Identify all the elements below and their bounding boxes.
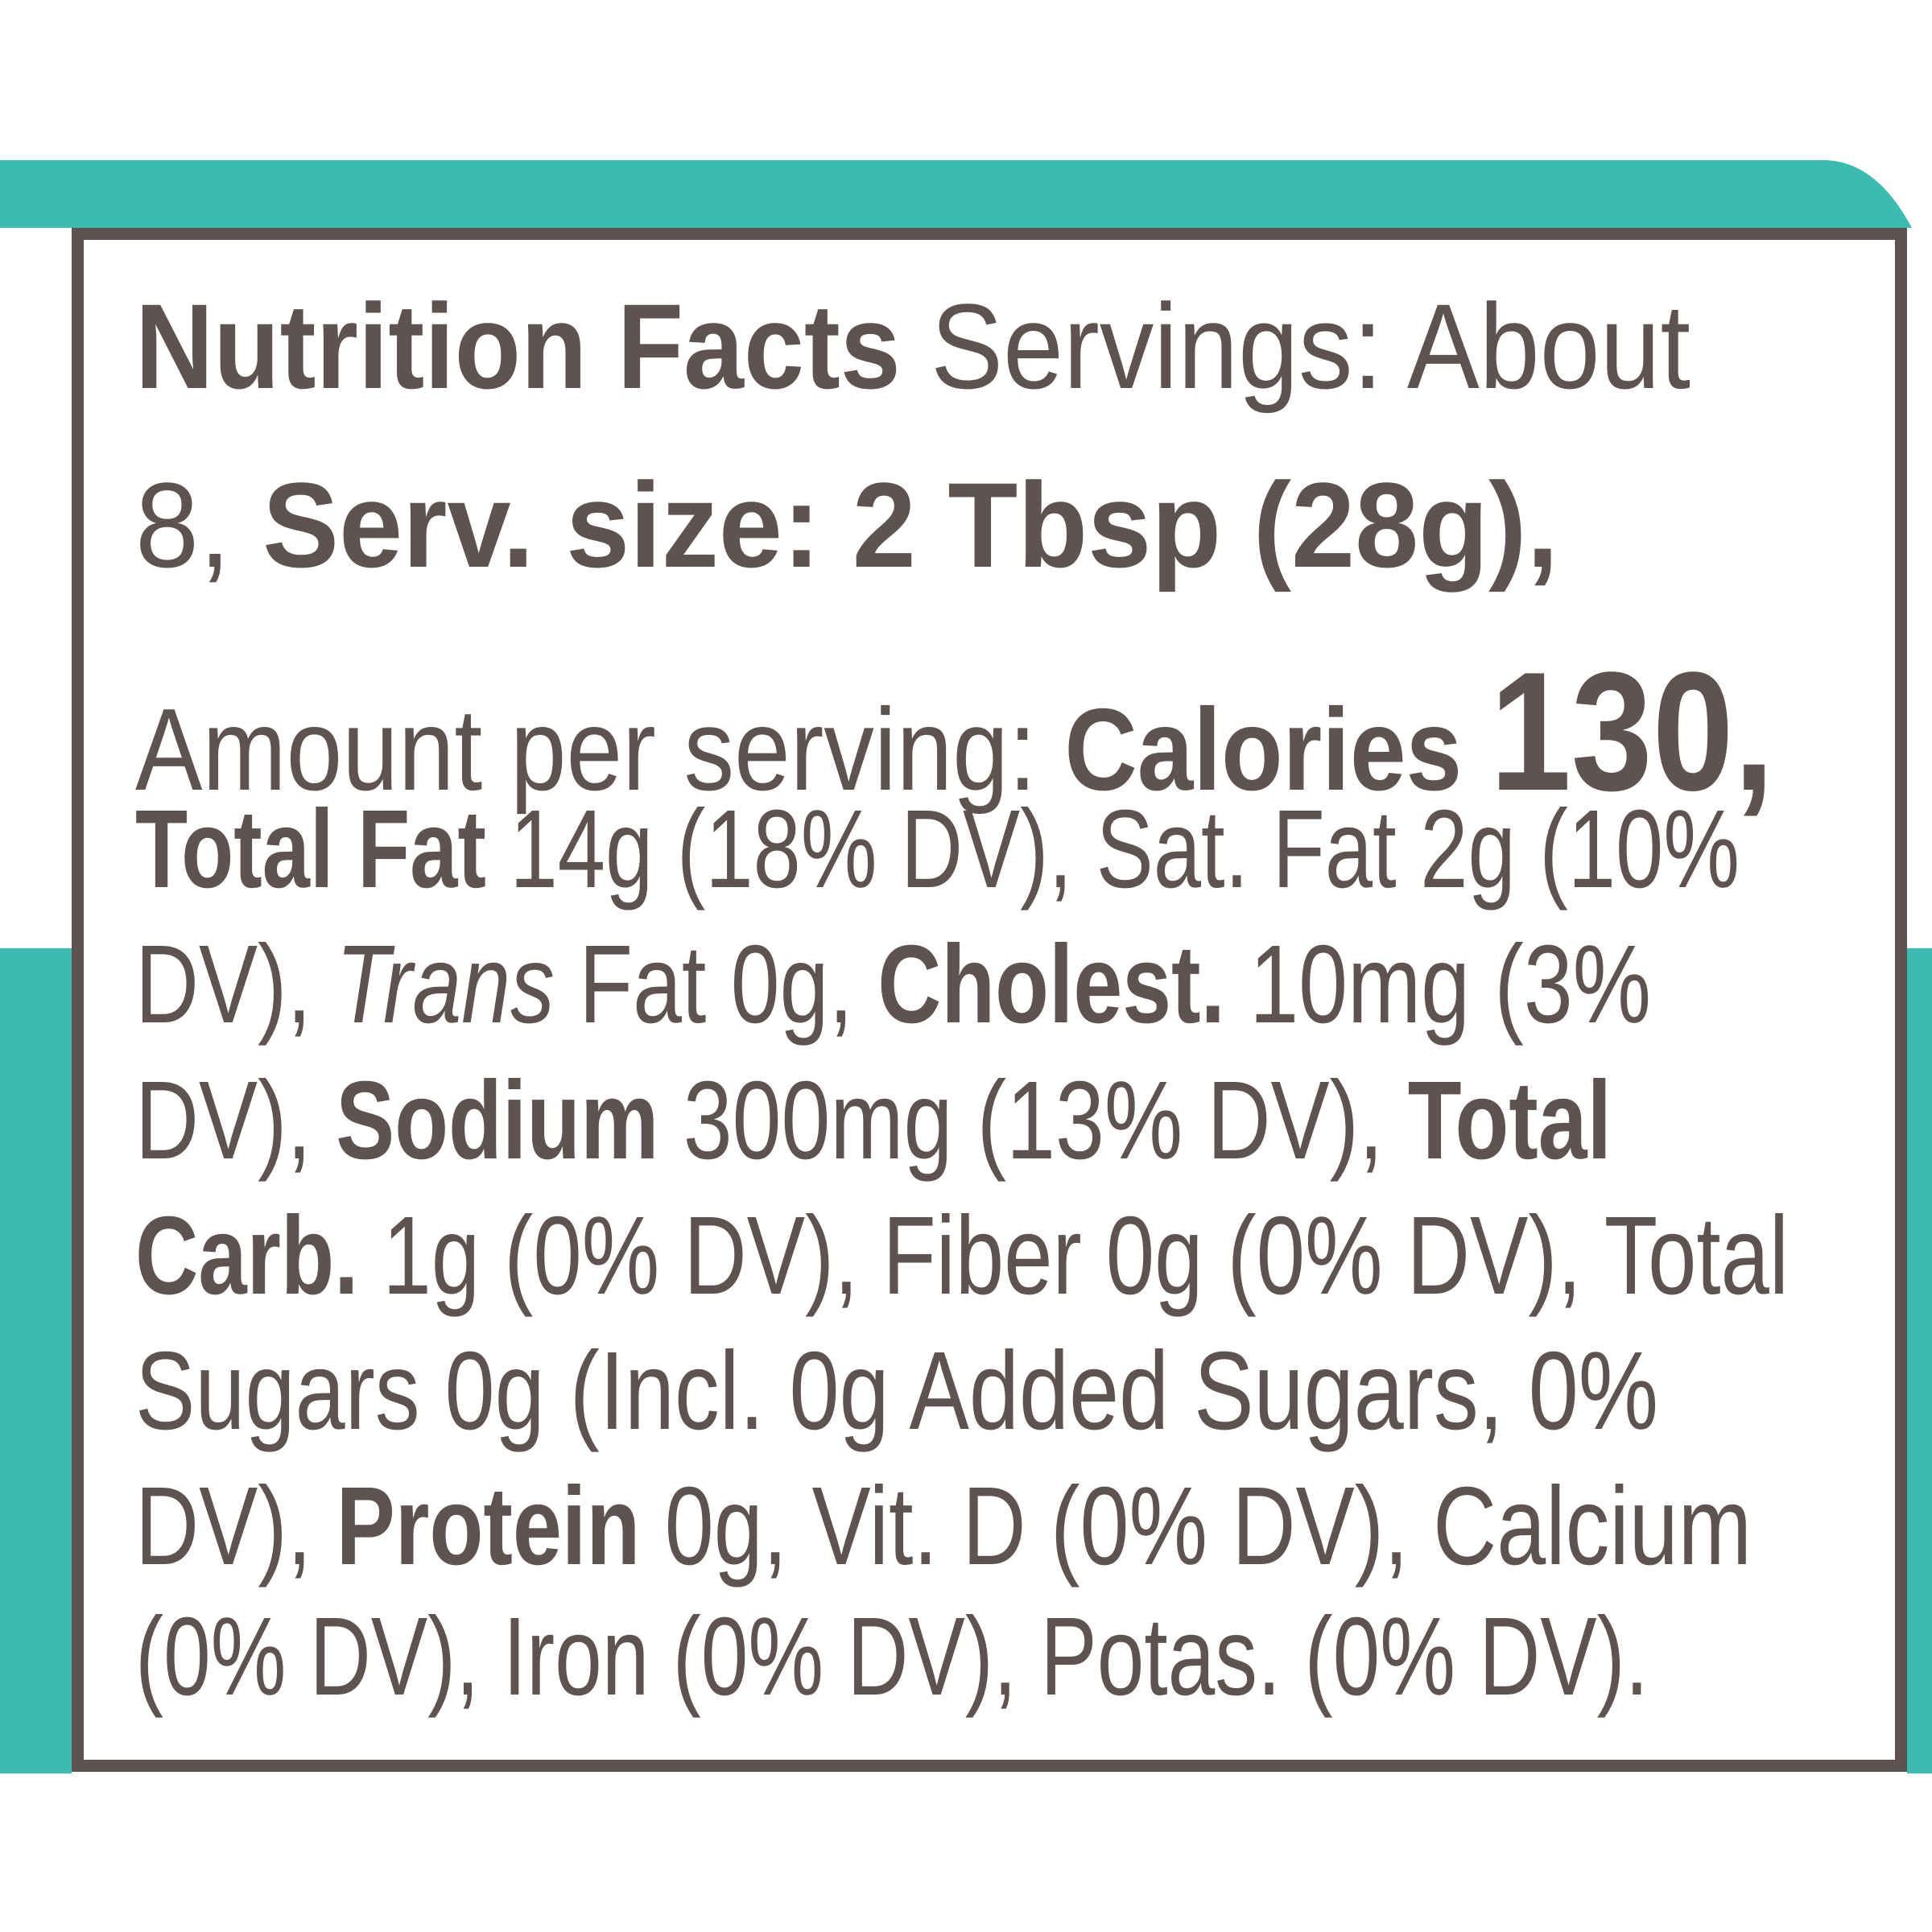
bold-text: Serv. size: 2 Tbsp (28g),: [262, 457, 1559, 592]
calories-value: 130,: [1489, 636, 1774, 826]
label-line: Amount per serving: Calories 130,: [135, 646, 1774, 816]
text: (0% DV), Iron (0% DV), Potas. (0% DV).: [135, 1594, 1649, 1719]
label-box: [72, 228, 1907, 1772]
text: 0g, Vit. D (0% DV), Calcium: [664, 1463, 1752, 1588]
top-band: [0, 160, 1912, 228]
text: DV),: [135, 1058, 312, 1183]
text: 14g (18% DV), Sat. Fat 2g (10%: [510, 786, 1740, 911]
teal-side: [0, 948, 72, 1773]
bold-text: Calories: [1064, 683, 1463, 815]
bold-text: Cholest.: [877, 922, 1225, 1046]
bold-text: Total: [1407, 1058, 1612, 1183]
text: Servings: About: [931, 279, 1690, 414]
text: DV),: [135, 1463, 312, 1588]
label-line: (0% DV), Iron (0% DV), Potas. (0% DV).: [135, 1601, 1649, 1712]
label-line: DV), Sodium 300mg (13% DV), Total: [135, 1065, 1612, 1176]
text: Fat 0g,: [579, 922, 853, 1046]
label-line: Total Fat 14g (18% DV), Sat. Fat 2g (10%: [135, 794, 1740, 905]
text: 8,: [135, 457, 231, 592]
teal-band: [0, 160, 1912, 228]
text: Amount per serving:: [135, 683, 1037, 815]
text: 1g (0% DV), Fiber 0g (0% DV), Total: [382, 1193, 1790, 1318]
label-line: DV), Trans Fat 0g, Cholest. 10mg (3%: [135, 929, 1651, 1040]
label-line: 8, Serv. size: 2 Tbsp (28g),: [135, 464, 1558, 585]
teal-side: [1907, 948, 1932, 1773]
bold-text: Carb.: [135, 1193, 359, 1318]
label-line: DV), Protein 0g, Vit. D (0% DV), Calcium: [135, 1471, 1752, 1582]
bold-text: Total Fat: [135, 786, 486, 911]
text: 10mg (3%: [1249, 922, 1651, 1046]
text: 300mg (13% DV),: [683, 1058, 1384, 1183]
label-line: Carb. 1g (0% DV), Fiber 0g (0% DV), Tota…: [135, 1200, 1789, 1311]
bold-text: Nutrition Facts: [135, 279, 901, 414]
text: DV),: [135, 922, 312, 1046]
label-line: Sugars 0g (Incl. 0g Added Sugars, 0%: [135, 1335, 1658, 1447]
text: Sugars 0g (Incl. 0g Added Sugars, 0%: [135, 1328, 1658, 1453]
bold-text: Protein: [336, 1463, 641, 1588]
bold-text: Sodium: [336, 1058, 659, 1183]
label-line: Nutrition Facts Servings: About: [135, 286, 1690, 407]
italic-text: Trans: [336, 922, 555, 1046]
